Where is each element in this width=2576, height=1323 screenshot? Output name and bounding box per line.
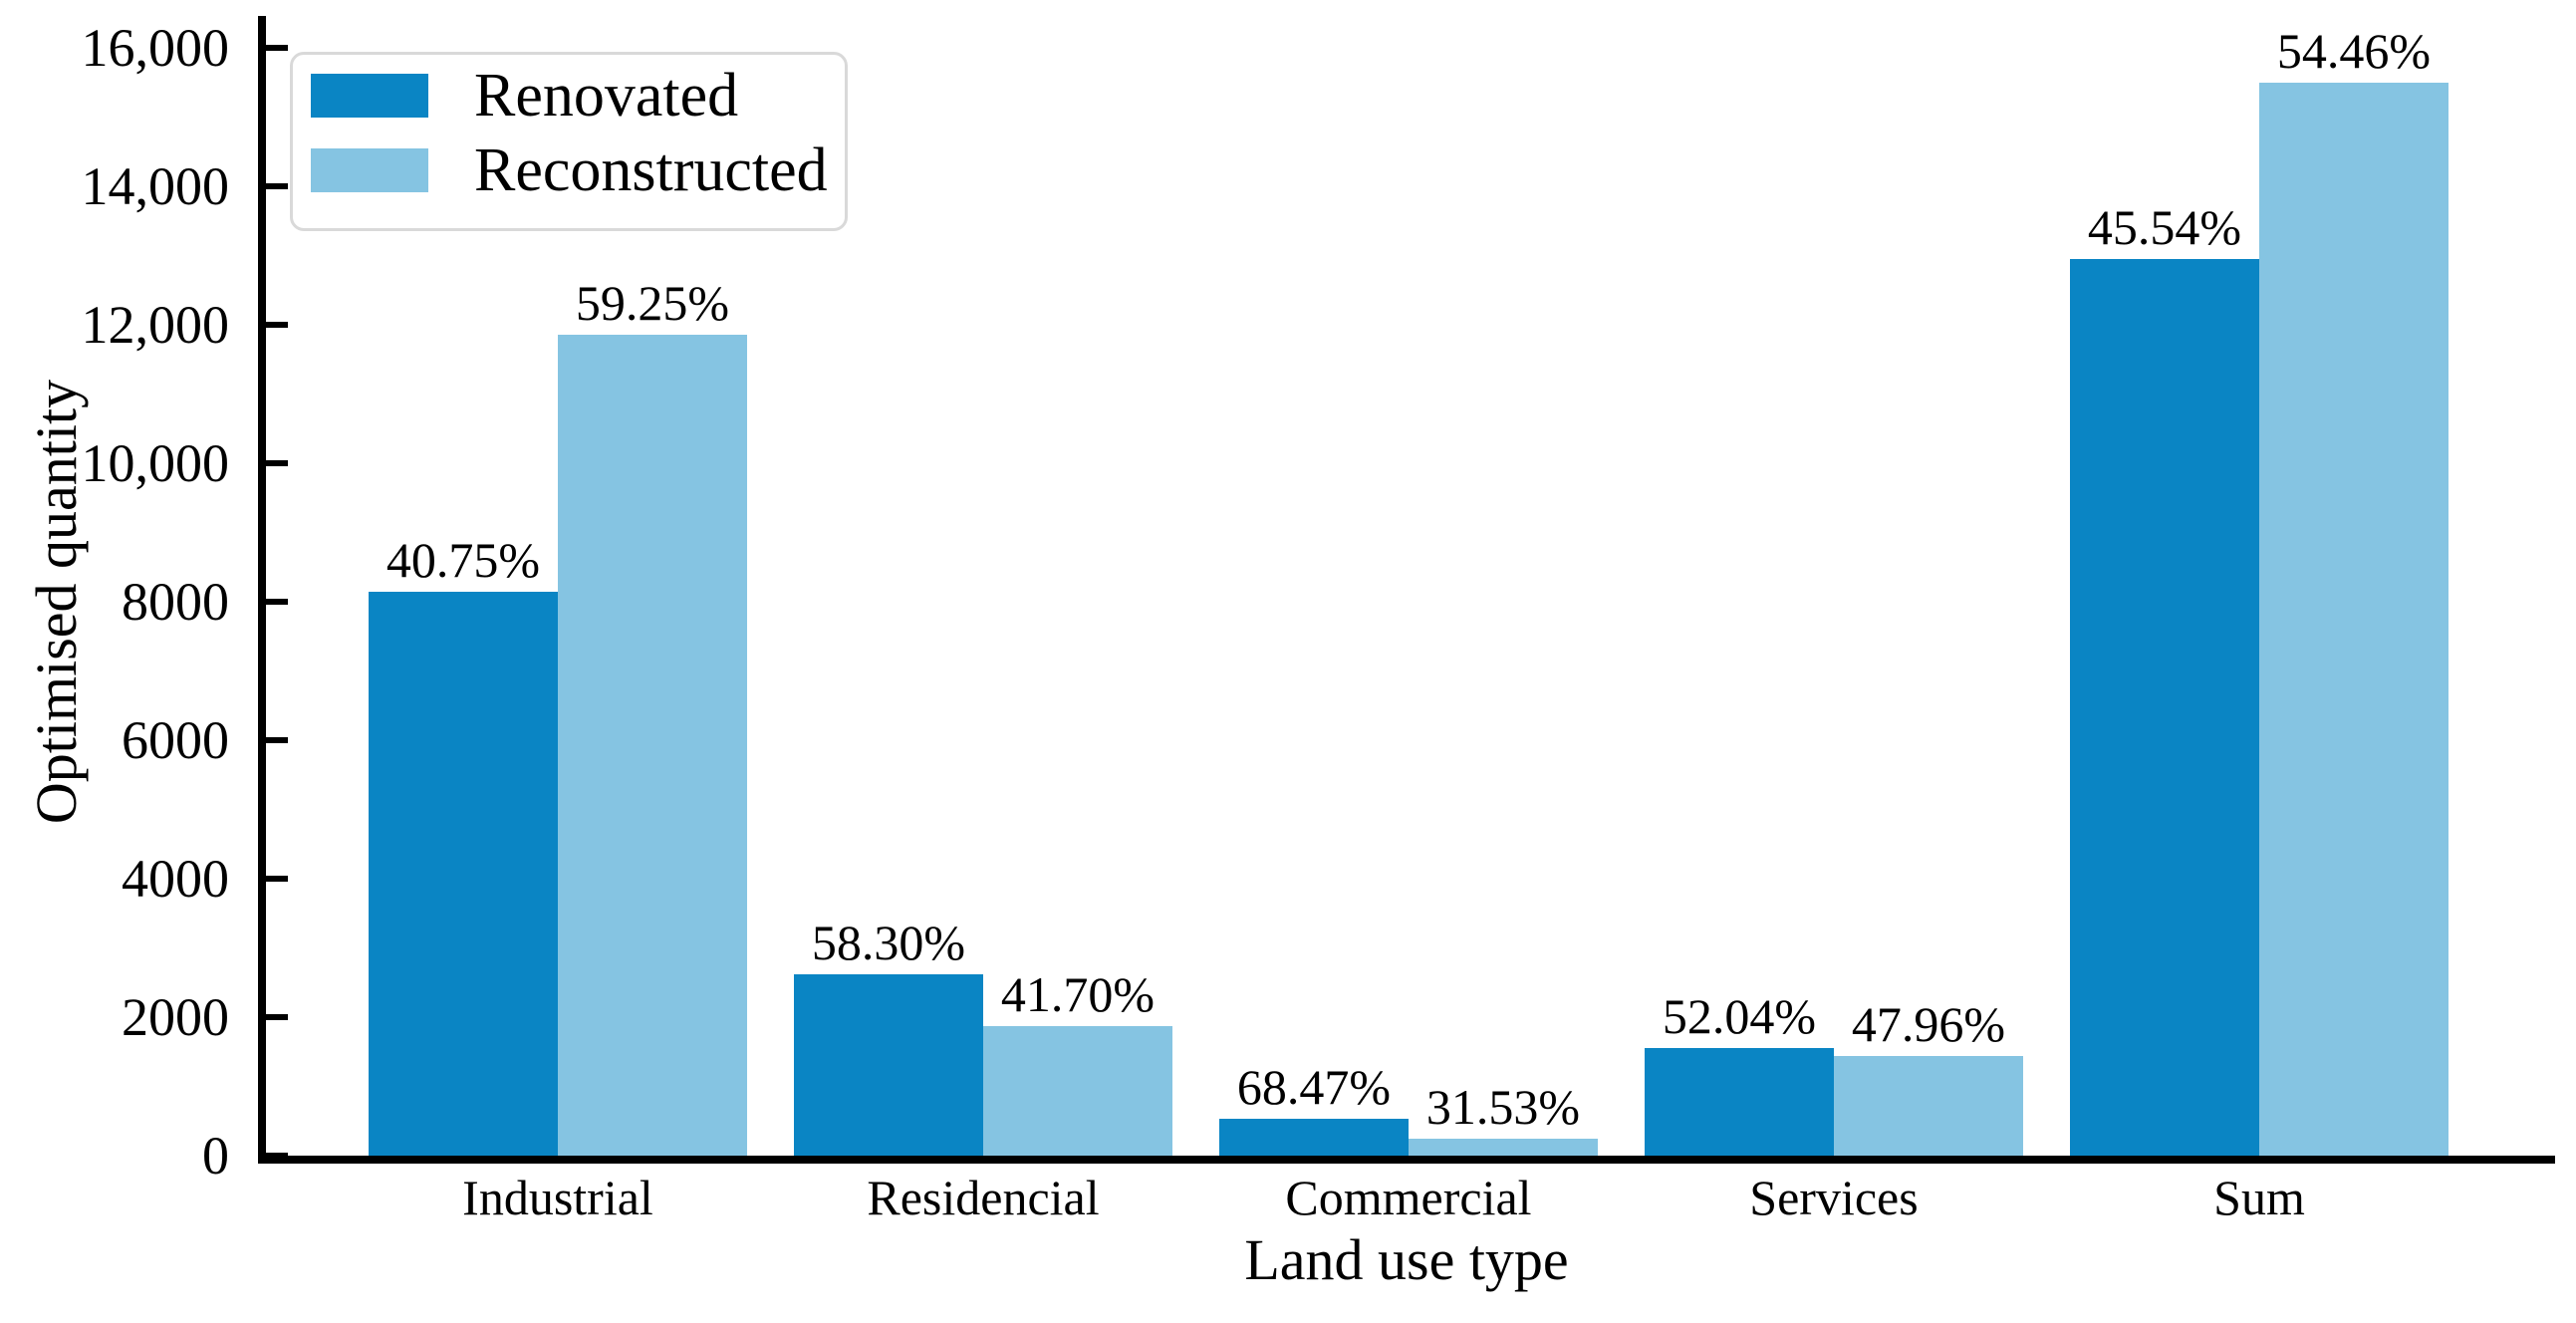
legend-label-reconstructed: Reconstructed [474, 136, 828, 204]
bar-label-reconstructed-sum: 54.46% [2276, 23, 2432, 80]
bar-renovated-residencial [794, 973, 983, 1156]
y-tick-2000 [266, 1014, 288, 1020]
x-axis-title: Land use type [1244, 1227, 1569, 1292]
bar-label-reconstructed-services: 47.96% [1851, 996, 2006, 1053]
x-category-label-services: Services [1749, 1170, 1919, 1225]
y-axis-spine [258, 16, 266, 1164]
y-tick-4000 [266, 876, 288, 882]
y-tick-label-8000: 8000 [122, 572, 229, 632]
y-tick-label-4000: 4000 [122, 849, 229, 909]
y-tick-16000 [266, 45, 288, 51]
bar-label-reconstructed-industrial: 59.25% [575, 275, 730, 332]
y-tick-label-6000: 6000 [122, 710, 229, 770]
bar-reconstructed-sum [2259, 83, 2448, 1156]
x-category-label-sum: Sum [2213, 1170, 2305, 1225]
bar-label-renovated-industrial: 40.75% [386, 531, 541, 588]
legend-item-renovated: Renovated [311, 62, 845, 130]
y-tick-label-2000: 2000 [122, 987, 229, 1047]
y-tick-6000 [266, 737, 288, 743]
y-tick-8000 [266, 599, 288, 605]
bar-label-reconstructed-commercial: 31.53% [1425, 1079, 1581, 1136]
y-tick-12000 [266, 322, 288, 328]
renovated-swatch-icon [311, 74, 428, 118]
bar-label-renovated-residencial: 58.30% [811, 914, 966, 970]
y-tick-14000 [266, 183, 288, 189]
bar-reconstructed-services [1834, 1056, 2023, 1156]
bar-reconstructed-commercial [1409, 1139, 1598, 1156]
y-tick-10000 [266, 460, 288, 466]
legend-item-reconstructed: Reconstructed [311, 136, 845, 204]
x-axis-spine [258, 1156, 2555, 1164]
legend: Renovated Reconstructed [290, 52, 848, 231]
bar-renovated-services [1645, 1047, 1834, 1156]
reconstructed-swatch-icon [311, 148, 428, 192]
y-tick-label-12000: 12,000 [81, 295, 230, 355]
x-category-label-commercial: Commercial [1285, 1170, 1532, 1225]
bar-label-reconstructed-residencial: 41.70% [1000, 965, 1156, 1022]
y-tick-label-14000: 14,000 [81, 156, 230, 216]
bar-renovated-sum [2070, 258, 2259, 1156]
x-category-label-industrial: Industrial [462, 1170, 653, 1225]
bar-label-renovated-sum: 45.54% [2087, 198, 2242, 255]
y-tick-label-16000: 16,000 [81, 18, 230, 78]
bar-label-renovated-commercial: 68.47% [1236, 1059, 1392, 1116]
x-category-label-residencial: Residencial [867, 1170, 1100, 1225]
bar-renovated-commercial [1219, 1119, 1409, 1156]
bar-reconstructed-residencial [983, 1025, 1172, 1156]
bar-label-renovated-services: 52.04% [1662, 987, 1817, 1044]
bar-renovated-industrial [369, 591, 558, 1156]
y-tick-label-10000: 10,000 [81, 433, 230, 493]
y-tick-label-0: 0 [202, 1126, 229, 1186]
legend-label-renovated: Renovated [474, 62, 739, 130]
bar-reconstructed-industrial [558, 335, 747, 1156]
